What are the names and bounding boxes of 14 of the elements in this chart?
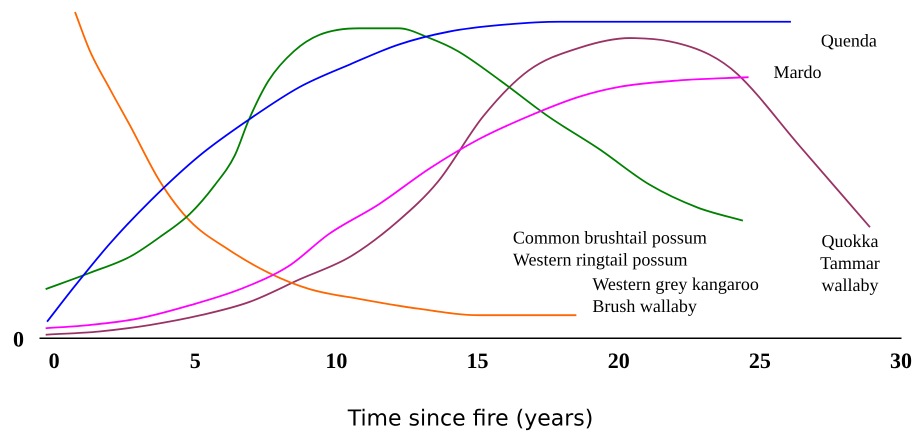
x-tick-label: 25 [748, 348, 771, 373]
x-tick-label: 5 [190, 348, 201, 373]
text: 0 [13, 326, 24, 352]
series-label: Western grey kangaroo Brush wallaby [592, 274, 759, 316]
x-tick-label: 10 [325, 348, 348, 373]
x-tick-label: 0 [48, 348, 60, 373]
x-tick-label: 15 [466, 348, 489, 373]
x-axis-title: Time since fire (years) [346, 406, 594, 432]
series-label: Mardo [774, 62, 822, 82]
series-label: Quokka Tammar wallaby [820, 230, 880, 295]
x-tick-label: 20 [608, 348, 630, 373]
series-label: Quenda [820, 30, 877, 51]
series-label: Common brushtail possum Western ringtail possum [512, 227, 707, 270]
x-tick-label: 30 [890, 348, 912, 373]
